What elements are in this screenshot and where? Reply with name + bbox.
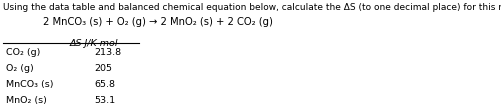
Text: 2 MnCO₃ (s) + O₂ (g) → 2 MnO₂ (s) + 2 CO₂ (g): 2 MnCO₃ (s) + O₂ (g) → 2 MnO₂ (s) + 2 CO… [43,17,272,27]
Text: 213.8: 213.8 [94,48,121,57]
Text: 53.1: 53.1 [94,96,115,104]
Text: MnO₂ (s): MnO₂ (s) [7,96,47,104]
Text: MnCO₃ (s): MnCO₃ (s) [7,80,54,89]
Text: O₂ (g): O₂ (g) [7,64,34,73]
Text: CO₂ (g): CO₂ (g) [7,48,41,57]
Text: 65.8: 65.8 [94,80,115,89]
Text: Using the data table and balanced chemical equation below, calculate the ΔS (to : Using the data table and balanced chemic… [3,3,501,12]
Text: 205: 205 [94,64,112,73]
Text: ΔS J/K mol: ΔS J/K mol [69,39,118,48]
